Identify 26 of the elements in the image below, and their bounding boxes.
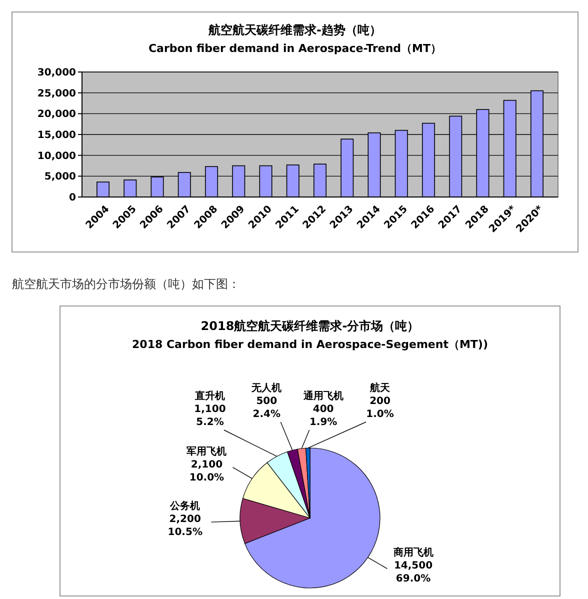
data-label: 500 2.4% (252, 396, 281, 420)
text: 航空航天市场的分市场份额（吨）如下图： (12, 277, 240, 291)
y-tick-label: 30,000 (37, 68, 76, 78)
chart-title: 航空航天碳纤维需求-趋势（吨） (208, 23, 382, 37)
slice-label: 商用飞机 (392, 546, 434, 559)
slice-label: 航天 (369, 382, 391, 394)
y-tick-label: 15,000 (37, 130, 76, 141)
data-label: 2,100 10.0% (189, 459, 224, 484)
data-label: 2,200 10.5% (168, 514, 202, 538)
y-tick-label: 20,000 (37, 109, 76, 120)
y-tick-label: 25,000 (37, 88, 76, 100)
slice-label: 军用飞机 (186, 445, 227, 458)
chart-subtitle: 2018 Carbon fiber demand in Aerospace-Segement（MT)) (132, 338, 488, 351)
slice-label: 无人机 (250, 382, 282, 394)
data-label: 1,100 5.2% (194, 404, 226, 428)
y-tick-label: 0 (69, 192, 76, 204)
chart-subtitle: Carbon fiber demand in Aerospace-Trend（MT） (148, 42, 442, 55)
slice-label: 公务机 (169, 500, 200, 512)
data-label: 14,500 69.0% (394, 560, 433, 585)
data-label: 400 1.9% (309, 404, 338, 428)
chart-title: 2018航空航天碳纤维需求-分市场（吨） (200, 319, 420, 333)
slice-label: 直升机 (194, 390, 225, 402)
y-tick-label: 5,000 (44, 172, 76, 183)
slice-label: 通用飞机 (302, 390, 344, 402)
data-label: 200 1.0% (366, 396, 394, 420)
y-tick-label: 10,000 (37, 150, 76, 162)
